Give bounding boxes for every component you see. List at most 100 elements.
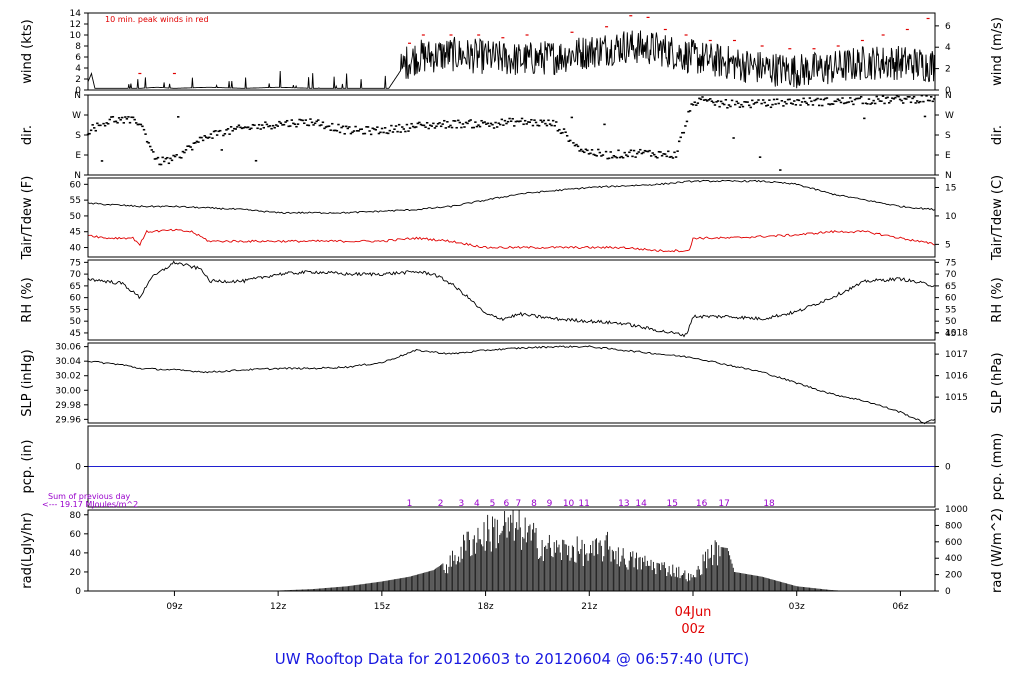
direction-point <box>713 104 717 106</box>
direction-point <box>674 156 678 158</box>
direction-point <box>324 126 328 128</box>
humidity-right-tick-label: 45 <box>945 329 956 339</box>
direction-point <box>915 100 919 102</box>
direction-point <box>181 150 185 153</box>
direction-point <box>575 143 578 146</box>
direction-point <box>765 105 768 107</box>
direction-point <box>419 123 423 126</box>
direction-point <box>206 137 209 139</box>
direction-point <box>567 140 570 143</box>
direction-point <box>373 128 376 130</box>
direction-point <box>743 100 746 103</box>
direction-point <box>163 160 166 163</box>
humidity-right-tick-label: 60 <box>945 294 957 304</box>
direction-point <box>676 150 679 152</box>
direction-point <box>472 126 476 129</box>
wind-right-tick-label: 4 <box>945 43 951 53</box>
direction-point <box>758 156 762 158</box>
radiation-right-tick-label: 1000 <box>945 505 968 515</box>
direction-point <box>724 98 728 101</box>
direction-point <box>578 150 581 152</box>
direction-point <box>881 95 885 97</box>
direction-point <box>785 102 788 105</box>
direction-point <box>555 121 558 123</box>
direction-point <box>923 115 927 118</box>
direction-point <box>377 132 381 135</box>
direction-point <box>127 116 130 118</box>
direction-point <box>864 102 868 105</box>
direction-point <box>91 124 94 126</box>
radiation-hour-marker: 16 <box>696 499 708 509</box>
direction-point <box>794 103 798 106</box>
direction-point <box>838 99 841 102</box>
direction-point <box>844 102 847 104</box>
direction-point <box>933 98 936 100</box>
date-marker-date: 04Jun <box>675 605 712 620</box>
direction-point <box>452 119 455 122</box>
direction-point <box>427 127 430 130</box>
direction-point <box>835 100 838 103</box>
direction-point <box>782 105 785 107</box>
direction-point <box>774 103 777 105</box>
direction-point <box>791 103 794 105</box>
direction-point <box>439 125 443 128</box>
direction-point <box>382 131 385 134</box>
direction-point <box>130 116 133 119</box>
direction-point <box>841 97 844 99</box>
direction-point <box>214 130 217 132</box>
direction-point <box>660 154 664 157</box>
direction-point <box>357 130 360 132</box>
direction-point <box>245 126 248 129</box>
direction-point <box>531 124 535 127</box>
direction-point <box>463 126 466 128</box>
direction-point <box>704 98 707 101</box>
pressure-right-tick-label: 1016 <box>945 372 968 382</box>
direction-point <box>327 125 331 127</box>
direction-point <box>897 95 900 98</box>
direction-point <box>362 132 365 135</box>
direction-point <box>88 132 91 135</box>
direction-point <box>906 96 910 98</box>
wind-peak-mark <box>760 45 764 47</box>
direction-point <box>514 120 518 123</box>
direction-point <box>654 155 658 158</box>
chart-svg: 10 min. peak winds in red024681012140246… <box>20 9 1005 637</box>
wind-panel: 10 min. peak winds in red024681012140246… <box>20 9 1005 96</box>
direction-point <box>721 102 724 105</box>
temperature-left-axis-title: Tair/Tdew (F) <box>20 176 35 261</box>
direction-point <box>712 101 715 104</box>
direction-point <box>441 123 444 125</box>
direction-point <box>889 100 892 102</box>
pressure-right-tick-label: 1018 <box>945 329 968 339</box>
direction-point <box>646 150 650 153</box>
direction-point <box>453 120 457 122</box>
direction-point <box>399 131 402 133</box>
direction-point <box>167 162 171 165</box>
wind-peak-mark <box>905 28 909 31</box>
direction-point <box>626 155 630 158</box>
direction-point <box>226 128 230 130</box>
direction-point <box>919 100 922 103</box>
time-tick-label: 15z <box>374 602 390 612</box>
direction-point <box>685 120 689 123</box>
direction-point <box>349 132 353 135</box>
direction-point <box>317 119 320 121</box>
direction-point <box>867 98 871 100</box>
humidity-left-tick-label: 70 <box>70 270 82 280</box>
direction-point <box>589 152 592 155</box>
pressure-right-tick-label: 1015 <box>945 393 968 403</box>
wind-peak-mark <box>172 72 176 75</box>
direction-point <box>833 100 836 103</box>
direction-point <box>656 156 659 159</box>
direction-point <box>763 101 766 104</box>
direction-right-tick-label: S <box>945 131 951 141</box>
direction-point <box>290 119 293 121</box>
radiation-hour-marker: 6 <box>503 499 509 509</box>
direction-point <box>285 119 289 122</box>
radiation-hour-marker: 14 <box>635 499 647 509</box>
direction-left-axis-title: dir. <box>20 125 35 145</box>
direction-point <box>351 131 354 134</box>
direction-point <box>200 136 203 139</box>
direction-point <box>822 98 826 101</box>
